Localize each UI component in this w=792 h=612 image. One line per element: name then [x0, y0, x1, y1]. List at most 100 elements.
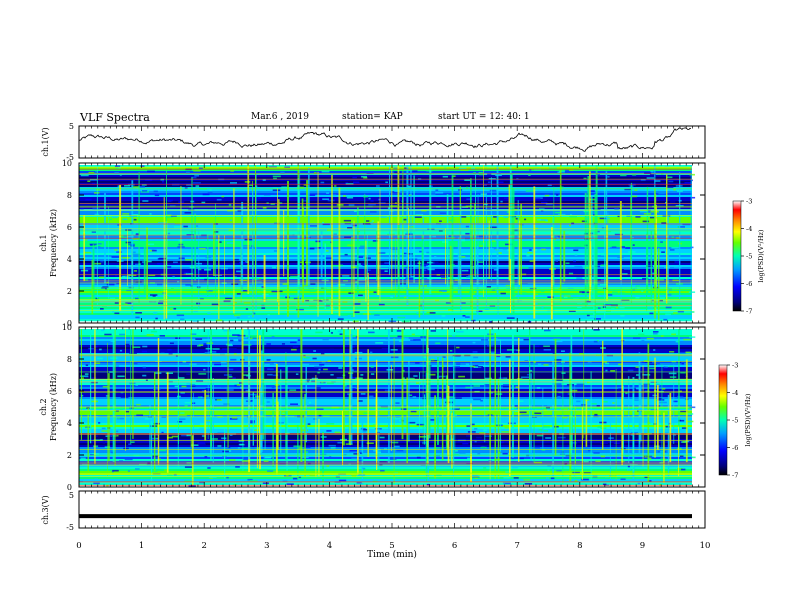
spectrogram-speckle: [560, 186, 564, 189]
spectrogram-speckle: [577, 301, 583, 304]
spectrogram-speckle: [351, 346, 355, 348]
spectrogram-speckle: [372, 240, 379, 242]
spectrogram-speckle: [665, 311, 670, 314]
spectrogram-row: [79, 359, 692, 362]
spectrogram-speckle: [659, 462, 664, 464]
spectrogram-line: [79, 299, 692, 301]
spectrogram-speckle: [199, 248, 206, 250]
spectrogram-row: [79, 475, 692, 478]
frequency-tick-label: 2: [67, 451, 72, 460]
spectrogram-speckle: [353, 181, 360, 184]
spectrogram-sferic: [621, 329, 623, 466]
spectrogram-speckle: [642, 277, 649, 280]
spectrogram-speckle: [203, 368, 206, 371]
spectrogram-speckle: [321, 361, 326, 363]
spectrogram-sferic: [679, 172, 681, 300]
spectrogram-speckle: [238, 339, 243, 341]
spectrogram-sferic: [324, 243, 326, 311]
spectrogram-speckle: [100, 439, 103, 441]
spectrogram-sferic: [112, 331, 115, 462]
spectrogram-sferic: [446, 194, 449, 289]
spectrogram-speckle: [147, 260, 152, 263]
spectrogram-speckle: [485, 377, 492, 380]
spectrogram-speckle: [581, 220, 587, 223]
spectrogram-speckle: [583, 210, 591, 213]
spectrogram-speckle: [242, 458, 250, 461]
spectrogram-speckle: [139, 463, 147, 466]
spectrogram-speckle: [613, 442, 620, 445]
spectrogram-row: [79, 311, 692, 314]
spectrogram-speckle: [547, 184, 552, 187]
spectrogram-speckle: [220, 361, 227, 364]
spectrogram-speckle: [644, 417, 650, 419]
spectrogram-speckle: [478, 172, 483, 174]
spectrogram-speckle: [395, 402, 400, 404]
spectrogram-row: [79, 439, 692, 442]
spectrogram-speckle: [489, 189, 497, 192]
spectrogram-speckle: [563, 295, 571, 297]
spectrogram-speckle: [557, 395, 561, 398]
spectrogram-speckle: [199, 428, 204, 430]
spectrogram-speckle: [626, 215, 631, 217]
spectrogram-speckle: [153, 190, 158, 193]
frequency-tick-label: 6: [67, 223, 72, 232]
spectrogram-speckle: [80, 375, 89, 377]
spectrogram-row: [79, 281, 692, 284]
spectrogram-speckle: [160, 352, 165, 355]
spectrogram-speckle: [223, 329, 231, 332]
spectrogram-sferic: [477, 194, 479, 307]
spectrogram-speckle: [689, 173, 695, 176]
spectrogram-row: [79, 415, 692, 418]
spectrogram-speckle: [334, 185, 337, 187]
spectrogram-speckle: [216, 198, 222, 201]
spectrogram-sferic: [654, 188, 656, 319]
spectrogram-speckle: [229, 219, 233, 222]
spectrogram-speckle: [473, 366, 482, 368]
spectrogram-sferic: [563, 230, 566, 282]
spectrogram-row: [79, 317, 692, 320]
spectrogram-speckle: [236, 316, 240, 319]
spectrogram-sferic: [474, 203, 476, 277]
spectrogram-speckle: [526, 255, 530, 257]
spectrogram-sferic: [509, 359, 511, 477]
spectrogram-speckle: [125, 302, 133, 304]
spectrogram-speckle: [197, 345, 201, 347]
spectrogram-speckle: [278, 425, 285, 427]
spectrogram-row: [79, 377, 692, 380]
spectrogram-speckle: [465, 225, 470, 228]
ch1-colorbar-gradient: [732, 200, 742, 312]
time-axis-label: Time (min): [367, 549, 417, 560]
spectrogram-sferic: [450, 398, 453, 460]
spectrogram-speckle: [111, 470, 114, 473]
spectrogram-speckle: [206, 342, 214, 344]
spectrogram-speckle: [620, 246, 625, 248]
spectrogram-speckle: [669, 351, 675, 353]
spectrogram-speckle: [500, 292, 506, 295]
spectrogram-row: [79, 315, 692, 318]
spectrogram-speckle: [557, 171, 561, 174]
spectrogram-speckle: [223, 403, 230, 405]
spectrogram-speckle: [370, 211, 377, 213]
spectrogram-speckle: [281, 395, 287, 397]
spectrogram-speckle: [232, 377, 236, 379]
spectrogram-speckle: [140, 165, 145, 168]
time-tick-label: 0: [76, 541, 81, 551]
spectrogram-speckle: [479, 173, 484, 176]
spectrogram-line: [79, 230, 692, 232]
spectrogram-sferic: [389, 166, 391, 276]
spectrogram-sferic: [300, 329, 303, 462]
spectrogram-speckle: [403, 218, 407, 221]
spectrogram-speckle: [311, 377, 319, 380]
spectrogram-speckle: [158, 302, 164, 305]
spectrogram-speckle: [673, 312, 678, 314]
spectrogram-speckle: [313, 418, 317, 420]
spectrogram-speckle: [452, 334, 456, 337]
spectrogram-row: [79, 413, 692, 416]
spectrogram-sferic: [377, 221, 380, 296]
spectrogram-speckle: [462, 442, 469, 445]
spectrogram-speckle: [318, 414, 322, 417]
spectrogram-speckle: [326, 430, 332, 432]
spectrogram-sferic: [602, 340, 604, 450]
spectrogram-speckle: [474, 412, 477, 415]
spectrogram-sferic: [619, 201, 622, 280]
